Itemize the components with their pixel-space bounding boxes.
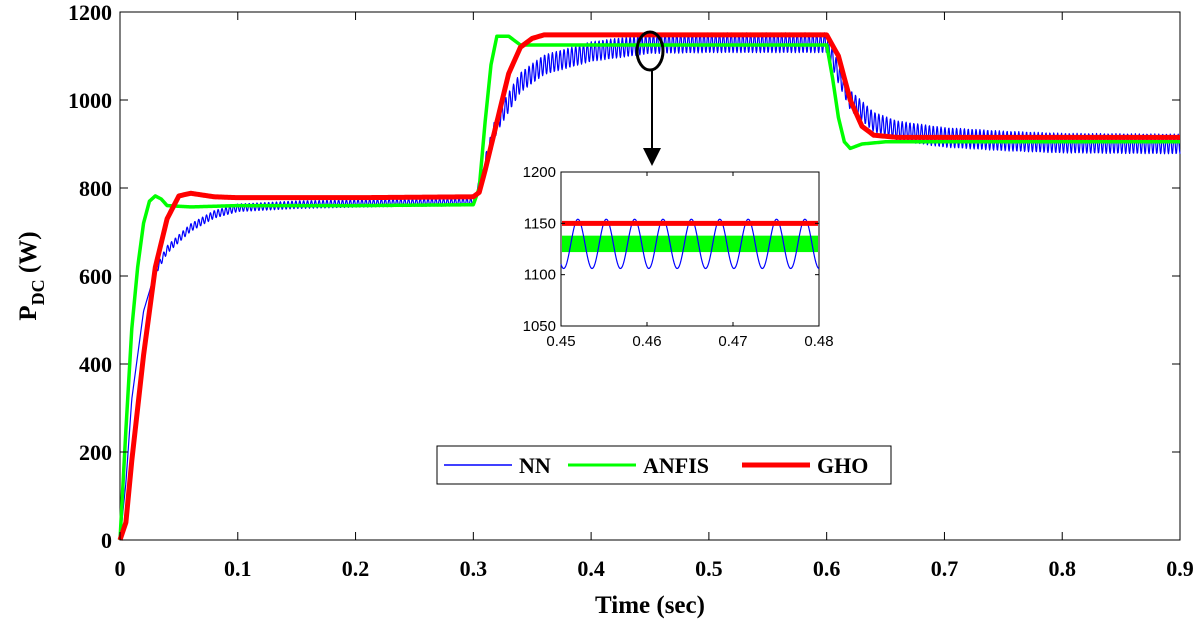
y-axis-label-main: P <box>15 305 42 320</box>
y-axis-label: PDC (W) <box>15 231 48 320</box>
inset-x-tick-label: 0.45 <box>546 333 575 350</box>
y-tick-label: 1200 <box>68 0 112 25</box>
y-tick-label: 800 <box>79 176 112 201</box>
series-line-gho <box>117 32 1182 541</box>
x-axis-label: Time (sec) <box>595 592 705 619</box>
x-tick-label: 0.8 <box>1048 556 1076 581</box>
x-tick-label: 0.5 <box>695 556 723 581</box>
inset-series-group <box>560 218 820 270</box>
legend-label-gho: GHO <box>817 453 868 478</box>
inset-y-ticks: 1050 1100 1150 1200 <box>523 164 819 335</box>
y-axis-ticks: 0 200 400 600 800 1000 1200 <box>68 0 1180 553</box>
legend-label-anfis: ANFIS <box>643 453 709 478</box>
inset-x-tick-label: 0.47 <box>718 333 747 350</box>
x-tick-label: 0.7 <box>931 556 959 581</box>
inset-y-tick-label: 1200 <box>523 164 556 181</box>
x-tick-label: 0.4 <box>577 556 605 581</box>
x-axis-ticks: 0 0.1 0.2 0.3 0.4 0.5 0.6 0.7 0.8 0.9 <box>115 12 1194 581</box>
x-tick-label: 0.3 <box>460 556 488 581</box>
inset-x-tick-label: 0.48 <box>804 333 833 350</box>
y-axis-label-sub: DC <box>28 279 48 305</box>
series-line-anfis <box>118 34 1181 541</box>
zoom-arrow-head <box>643 148 661 166</box>
x-tick-label: 0.6 <box>813 556 841 581</box>
inset-chart: 0.45 0.46 0.47 0.48 1050 1100 1150 1200 <box>523 164 834 350</box>
inset-x-ticks: 0.45 0.46 0.47 0.48 <box>546 172 834 350</box>
x-tick-label: 0.2 <box>342 556 370 581</box>
y-axis-label-unit: (W) <box>15 231 42 279</box>
y-tick-label: 400 <box>79 352 112 377</box>
x-tick-label: 0 <box>115 556 126 581</box>
inset-x-tick-label: 0.46 <box>632 333 661 350</box>
inset-y-tick-label: 1050 <box>523 318 556 335</box>
y-tick-label: 1000 <box>68 88 112 113</box>
y-tick-label: 0 <box>101 528 112 553</box>
inset-y-tick-label: 1150 <box>524 215 556 232</box>
y-tick-label: 200 <box>79 440 112 465</box>
legend-label-nn: NN <box>519 453 551 478</box>
svg-text:PDC (W): PDC (W) <box>15 231 48 320</box>
legend: NN ANFIS GHO <box>436 445 892 485</box>
x-tick-label: 0.1 <box>224 556 252 581</box>
y-tick-label: 600 <box>79 264 112 289</box>
x-tick-label: 0.9 <box>1166 556 1194 581</box>
series-group <box>117 32 1182 541</box>
legend-box <box>436 445 892 485</box>
inset-y-tick-label: 1100 <box>524 267 556 284</box>
zoom-ellipse <box>635 30 665 72</box>
